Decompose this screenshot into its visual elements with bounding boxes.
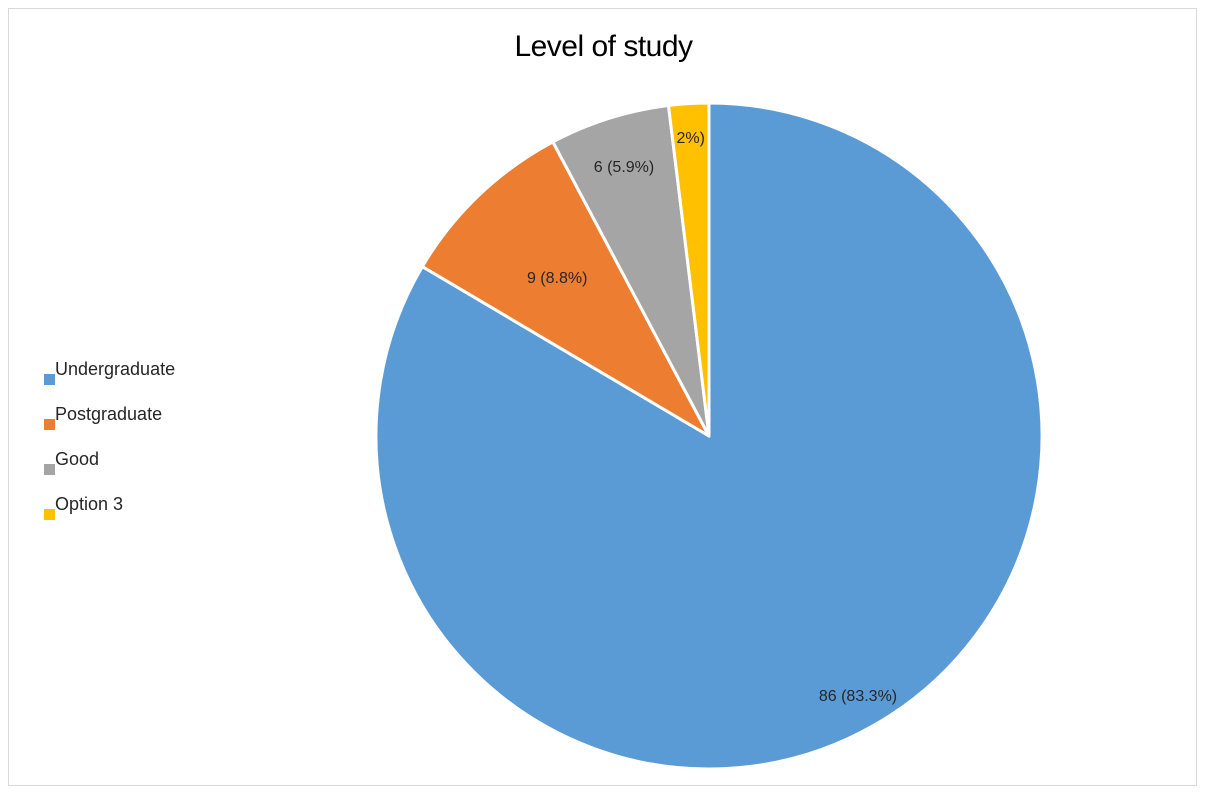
data-label-postgraduate: 9 (8.8%) xyxy=(527,270,587,287)
legend-swatch-undergraduate xyxy=(44,374,55,385)
legend-swatch-good xyxy=(44,464,55,475)
legend-label-good: Good xyxy=(55,449,100,469)
data-label-option-3: 2%) xyxy=(677,130,705,147)
chart-title: Level of study xyxy=(514,30,693,63)
legend-swatch-option-3 xyxy=(44,509,55,520)
pie-slice-good xyxy=(551,103,711,438)
legend-label-postgraduate: Postgraduate xyxy=(55,404,163,424)
data-label-good: 6 (5.9%) xyxy=(594,159,654,176)
legend-label-undergraduate: Undergraduate xyxy=(55,359,176,379)
data-label-undergraduate: 86 (83.3%) xyxy=(819,688,897,705)
legend-swatch-postgraduate xyxy=(44,419,55,430)
pie-slice-postgraduate xyxy=(420,140,711,438)
pie-slice-option-3 xyxy=(666,101,711,438)
legend-label-option-3: Option 3 xyxy=(55,494,124,514)
